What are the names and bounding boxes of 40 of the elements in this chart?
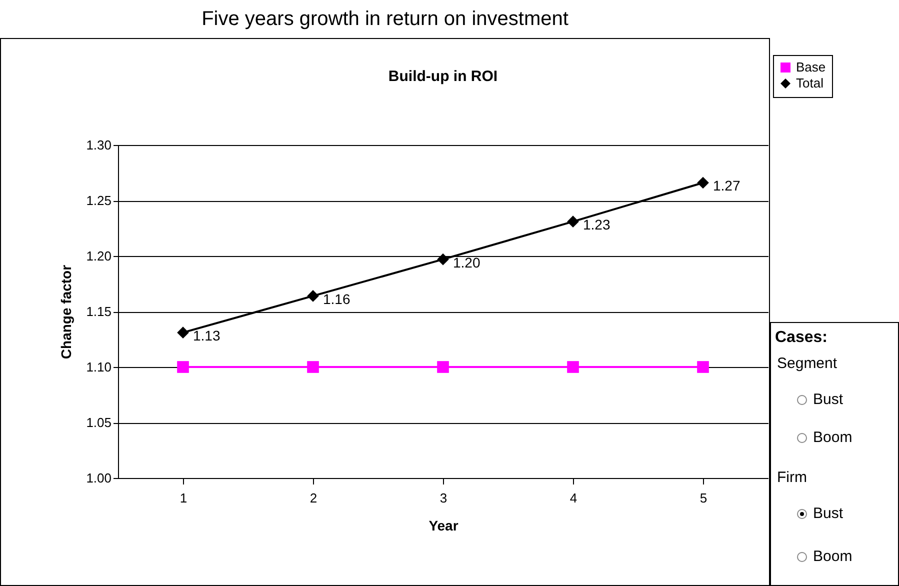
text: Bust [813,391,844,408]
text: Bust [813,505,844,522]
y-tick-label: 1.30 [86,138,112,152]
point [437,361,449,373]
point [697,176,709,189]
point [307,290,319,302]
text: Segment [777,355,838,372]
chart-subtitle: Build-up in ROI [387,68,499,85]
legend-label: Total [796,76,824,90]
x-tick-label: 4 [570,490,578,506]
point [567,216,579,228]
y-axis-title: Change factor [58,264,74,360]
y-tick-label: 1.15 [86,304,112,319]
point [177,361,189,373]
text: Cases: [775,329,828,347]
point [177,326,189,339]
data-label: 1.23 [583,216,610,233]
y-tick-label: 1.20 [86,248,112,264]
x-tick-label: 2 [310,490,318,506]
x-tick-label: 1 [180,490,188,506]
y-tick-label: 1.05 [86,415,112,430]
point [437,253,449,266]
data-label: 1.20 [453,254,480,270]
chart-title: Five years growth in return on investment [200,8,570,31]
point [697,361,709,373]
data-label: 1.27 [713,178,740,194]
y-tick-label: 1.10 [86,360,112,374]
point [307,361,319,373]
x-tick-label: 3 [440,490,448,506]
text: Firm [777,469,807,486]
data-label: 1.16 [323,290,350,307]
point [567,361,579,373]
y-tick-label: 1.00 [86,470,112,486]
legend-label: Base [796,60,826,74]
data-label: 1.13 [193,328,220,344]
x-axis-title: Year [428,518,459,534]
text: Boom [813,548,852,565]
x-tick-label: 5 [700,490,708,506]
text: Boom [813,429,852,446]
y-tick-label: 1.25 [86,193,112,208]
